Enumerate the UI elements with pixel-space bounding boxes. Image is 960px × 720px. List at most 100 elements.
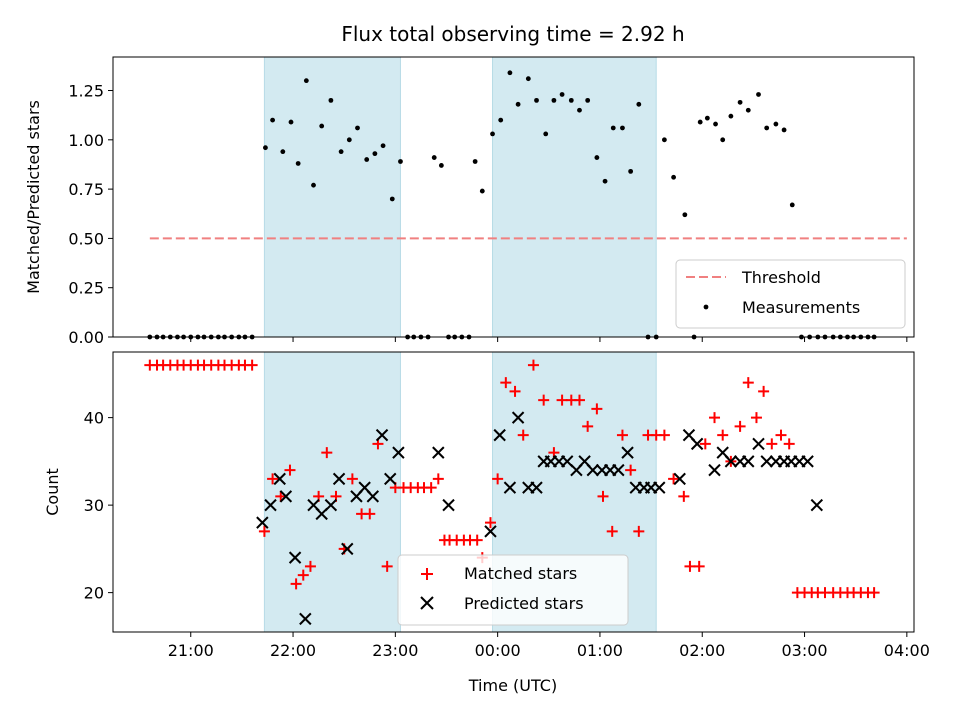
predicted-star-point	[724, 455, 738, 468]
matched-star-point	[678, 490, 690, 502]
matched-star-point	[321, 447, 333, 459]
predicted-star-point	[273, 472, 286, 486]
measurement-point	[328, 97, 334, 103]
measurement-point	[628, 168, 634, 174]
matched-star-point	[484, 517, 496, 529]
matched-star-point	[709, 412, 721, 424]
legend-measurements-label: Measurements	[742, 298, 860, 317]
x-tick-label: 04:00	[884, 641, 930, 660]
matched-star-point	[868, 587, 880, 599]
bottom-y-tick-label: 30	[84, 496, 104, 515]
predicted-star-point	[341, 542, 354, 556]
top-y-axis-label: Matched/Predicted stars	[24, 100, 43, 294]
predicted-star-point	[621, 446, 634, 459]
matched-star-point	[633, 525, 645, 537]
top-y-tick-label: 0.00	[68, 328, 104, 347]
measurement-point	[773, 121, 779, 127]
top-panel-frame	[112, 56, 915, 338]
matched-stars-points	[144, 359, 880, 599]
matched-star-point	[582, 420, 594, 432]
top-y-tick-label: 0.50	[68, 229, 104, 248]
measurement-point	[490, 131, 495, 137]
measurement-point	[389, 196, 395, 202]
measurement-point	[568, 97, 574, 103]
matched-star-point	[684, 560, 696, 572]
measurement-point	[577, 107, 582, 113]
matched-star-point	[425, 482, 437, 494]
legend-matched-label: Matched stars	[464, 564, 577, 583]
measurement-point	[671, 174, 676, 180]
predicted-star-point	[288, 551, 302, 564]
matched-star-point	[284, 464, 296, 476]
measurement-point	[745, 107, 751, 113]
measurement-point	[636, 101, 642, 107]
matched-star-point	[258, 525, 270, 537]
x-tick-label: 03:00	[781, 641, 827, 660]
measurement-point	[697, 119, 703, 125]
bottom-panel: 20 30 40 21:00 22:00 23:00 00:00 01:00 02:00 03:…	[43, 351, 930, 695]
measurement-point	[602, 178, 608, 184]
bottom-shaded-interval-0	[263, 351, 401, 633]
measurement-point	[507, 70, 513, 76]
top-panel: 0.00 0.25 0.50 0.75 1.00 1.25 Matched/Predict…	[24, 56, 915, 347]
predicted-star-point	[503, 481, 517, 494]
measurement-point	[728, 113, 734, 119]
predicted-star-point	[810, 498, 824, 512]
measurement-point	[398, 159, 403, 164]
measurement-point	[543, 131, 549, 137]
top-legend-box	[675, 259, 906, 329]
matched-star-point	[556, 394, 568, 406]
matched-star-point	[538, 394, 550, 406]
measurement-point	[380, 143, 386, 149]
top-shaded-interval-1	[492, 56, 657, 338]
matched-star-point	[693, 560, 705, 572]
measurement-point	[610, 125, 616, 131]
legend-predicted-swatch	[420, 596, 434, 610]
measurement-point	[364, 157, 370, 162]
measurement-point	[756, 92, 761, 97]
measurement-point	[355, 125, 360, 131]
matched-star-point	[527, 359, 539, 371]
measurement-point	[661, 137, 667, 143]
x-tick-label: 02:00	[679, 641, 725, 660]
bottom-y-tick-label: 20	[84, 584, 104, 603]
matched-star-point	[297, 569, 309, 581]
top-y-tick-label: 1.00	[68, 131, 104, 150]
chart-title: Flux total observing time = 2.92 h	[341, 22, 684, 46]
predicted-star-point	[586, 463, 599, 477]
matched-star-point	[742, 377, 754, 389]
measurement-point	[713, 121, 718, 127]
measurement-point	[498, 117, 504, 123]
legend-matched-swatch	[421, 568, 433, 580]
matched-star-point	[471, 534, 483, 546]
predicted-star-point	[708, 463, 721, 477]
x-tick-label: 01:00	[577, 641, 623, 660]
matched-star-point	[758, 385, 770, 397]
predicted-star-point	[264, 498, 277, 512]
matched-star-point	[509, 385, 521, 397]
measurement-point	[525, 76, 531, 82]
matched-star-point	[275, 490, 287, 502]
measurement-point	[720, 137, 726, 143]
x-tick-label: 00:00	[475, 641, 521, 660]
bottom-legend-box	[397, 554, 629, 626]
predicted-star-point	[375, 428, 389, 442]
predicted-star-point	[511, 411, 525, 424]
top-shaded-intervals	[263, 56, 657, 338]
top-legend: Threshold Measurements	[675, 259, 906, 329]
predicted-stars-points	[256, 411, 824, 626]
measurement-point	[270, 117, 275, 123]
top-y-tick-label: 1.25	[68, 82, 104, 101]
matched-star-point	[246, 359, 258, 371]
x-tick-label: 22:00	[270, 641, 316, 660]
matched-star-point	[699, 438, 711, 450]
matched-star-point	[597, 490, 609, 502]
matched-star-point	[381, 560, 393, 572]
matched-star-point	[267, 473, 279, 485]
bottom-panel-frame	[112, 351, 915, 633]
bottom-x-ticks: 21:00 22:00 23:00 00:00 01:00 02:00 03:00 04:00	[168, 632, 930, 660]
predicted-star-point	[324, 498, 338, 512]
measurement-point	[319, 123, 325, 129]
matched-star-point	[364, 508, 376, 520]
matched-star-point	[290, 578, 302, 590]
